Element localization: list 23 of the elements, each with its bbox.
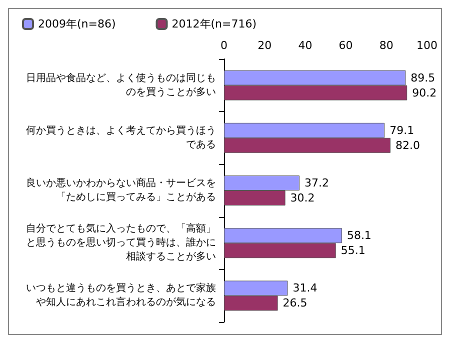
- y-tick-label: 日用品や食品など、よく使うものは同じものを買うことが多い: [26, 72, 216, 98]
- data-label: 82.0: [395, 138, 420, 152]
- data-label: 26.5: [282, 296, 308, 310]
- data-label: 90.2: [412, 86, 437, 100]
- x-tick-label: 80: [379, 39, 394, 52]
- data-label: 79.1: [390, 124, 414, 137]
- data-label: 55.1: [340, 244, 366, 258]
- y-tick-label: いつもと違うものを買うとき、あとで家族や知人にあれこれ言われるのが気になる: [26, 282, 216, 308]
- y-tick-label: 良いか悪いかわからない商品・サービスを「ためしに買ってみる」ことがある: [26, 177, 216, 203]
- x-tick-label: 60: [338, 39, 353, 52]
- x-tick-label: 40: [298, 39, 312, 52]
- x-tick-label: 20: [258, 39, 272, 52]
- data-label: 89.5: [410, 71, 436, 84]
- legend-label: 2012年(n=716): [172, 18, 257, 30]
- y-tick-label: 何か買うときは、よく考えてから買うほうである: [26, 124, 216, 150]
- data-label: 58.1: [346, 229, 372, 242]
- data-label: 37.2: [304, 176, 330, 190]
- data-label: 30.2: [290, 192, 315, 204]
- data-label: 31.4: [292, 282, 318, 295]
- y-tick-label: 自分でとても気に入ったもので、「高額」と思うものを思い切って買う時は、誰かに相談することが多い: [26, 222, 216, 263]
- x-tick-label: 100: [416, 39, 438, 52]
- x-tick-label: 0: [220, 39, 228, 52]
- legend-label: 2009年(n=86): [38, 18, 116, 30]
